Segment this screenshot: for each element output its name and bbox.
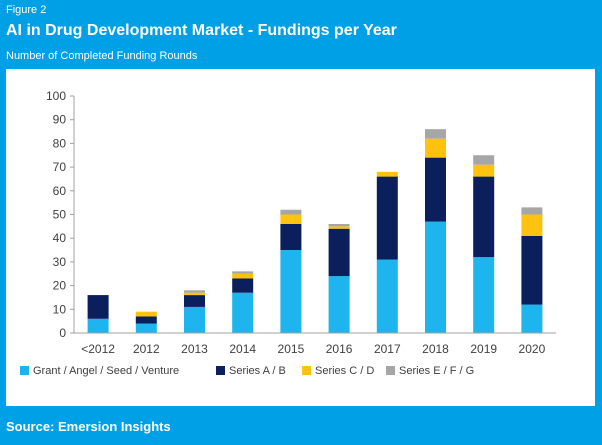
bar-segment-4 [425, 129, 446, 139]
bar-segment-1 [280, 250, 302, 333]
bar-segment-2 [232, 278, 254, 293]
bar-segment-3 [473, 164, 495, 177]
chart-title: AI in Drug Development Market - Fundings… [6, 22, 397, 39]
bar-segment-1 [135, 323, 157, 333]
y-tick-label: 40 [53, 231, 67, 245]
chart-panel: 0 10 20 30 40 50 60 70 80 90 100 <2012 2012 2013 2014… [6, 69, 595, 406]
bar-segment-2 [87, 295, 109, 319]
x-tick-label: 2018 [422, 342, 449, 356]
bar-segment-2 [328, 228, 350, 277]
bar-segment-1 [87, 318, 109, 333]
bar-segment-4 [232, 271, 254, 274]
legend-swatch [386, 366, 395, 375]
x-tick-label: 2015 [278, 342, 305, 356]
stacked-bar-chart: 0 10 20 30 40 50 60 70 80 90 100 <2012 2012 2013 2014… [20, 89, 556, 377]
y-tick-label: 30 [53, 255, 67, 269]
legend-swatch [20, 366, 29, 375]
bar-segment-2 [473, 176, 495, 258]
chart-subtitle: Number of Completed Funding Rounds [6, 50, 198, 62]
y-tick-label: 10 [53, 302, 67, 316]
bar-segment-3 [135, 311, 157, 317]
bar-segment-4 [473, 155, 495, 165]
legend-swatch [302, 366, 311, 375]
bar-segment-3 [232, 273, 254, 279]
bar-segment-2 [425, 157, 446, 222]
x-tick-label: 2014 [229, 342, 256, 356]
x-tick-label: 2012 [133, 342, 160, 356]
bar-segment-4 [184, 290, 205, 293]
bar-segment-2 [184, 295, 205, 307]
y-tick-label: 50 [53, 208, 67, 222]
bar-segment-3 [425, 138, 446, 158]
bar-segment-3 [328, 226, 350, 229]
y-tick-label: 90 [53, 113, 67, 127]
y-tick-label: 70 [53, 160, 67, 174]
bar-segment-3 [280, 214, 302, 224]
x-tick-label: 2017 [374, 342, 401, 356]
legend-label: Grant / Angel / Seed / Venture [33, 365, 179, 377]
y-axis: 0 10 20 30 40 50 60 70 80 90 100 [46, 89, 75, 340]
y-tick-label: 60 [53, 184, 67, 198]
bar-segment-3 [184, 292, 205, 296]
x-tick-label: 2020 [519, 342, 546, 356]
bar-segment-2 [280, 223, 302, 251]
bar-segment-1 [473, 257, 495, 333]
bar-segment-3 [521, 214, 543, 236]
bar-segment-1 [425, 221, 446, 333]
bar-segment-4 [328, 223, 350, 227]
x-tick-label: <2012 [81, 342, 115, 356]
legend-label: Series A / B [229, 365, 286, 377]
x-tick-label: 2019 [470, 342, 497, 356]
bar-segment-1 [184, 306, 205, 333]
legend-label: Series E / F / G [399, 365, 474, 377]
x-tick-label: 2016 [326, 342, 353, 356]
y-tick-label: 100 [46, 89, 66, 103]
legend-swatch [216, 366, 225, 375]
y-tick-label: 0 [59, 326, 66, 340]
figure-label: Figure 2 [6, 4, 47, 16]
x-tick-label: 2013 [181, 342, 208, 356]
bar-segment-1 [328, 276, 350, 333]
bar-segment-1 [232, 292, 254, 333]
bar-segment-2 [376, 176, 398, 260]
bar-segment-1 [521, 304, 543, 333]
bar-segment-4 [280, 209, 302, 215]
bar-segment-2 [521, 235, 543, 305]
bar-segment-3 [376, 171, 398, 177]
bars [87, 129, 543, 333]
y-tick-label: 20 [53, 279, 67, 293]
legend-label: Series C / D [315, 365, 374, 377]
legend: Grant / Angel / Seed / Venture Series A /… [20, 365, 474, 377]
y-tick-label: 80 [53, 136, 67, 150]
x-axis: <2012 2012 2013 2014 2015 2016 2017 2018 2019 202… [74, 332, 556, 356]
bar-segment-2 [135, 316, 157, 324]
source-footer: Source: Emersion Insights [6, 419, 171, 434]
bar-segment-1 [376, 259, 398, 333]
bar-segment-4 [521, 207, 543, 215]
